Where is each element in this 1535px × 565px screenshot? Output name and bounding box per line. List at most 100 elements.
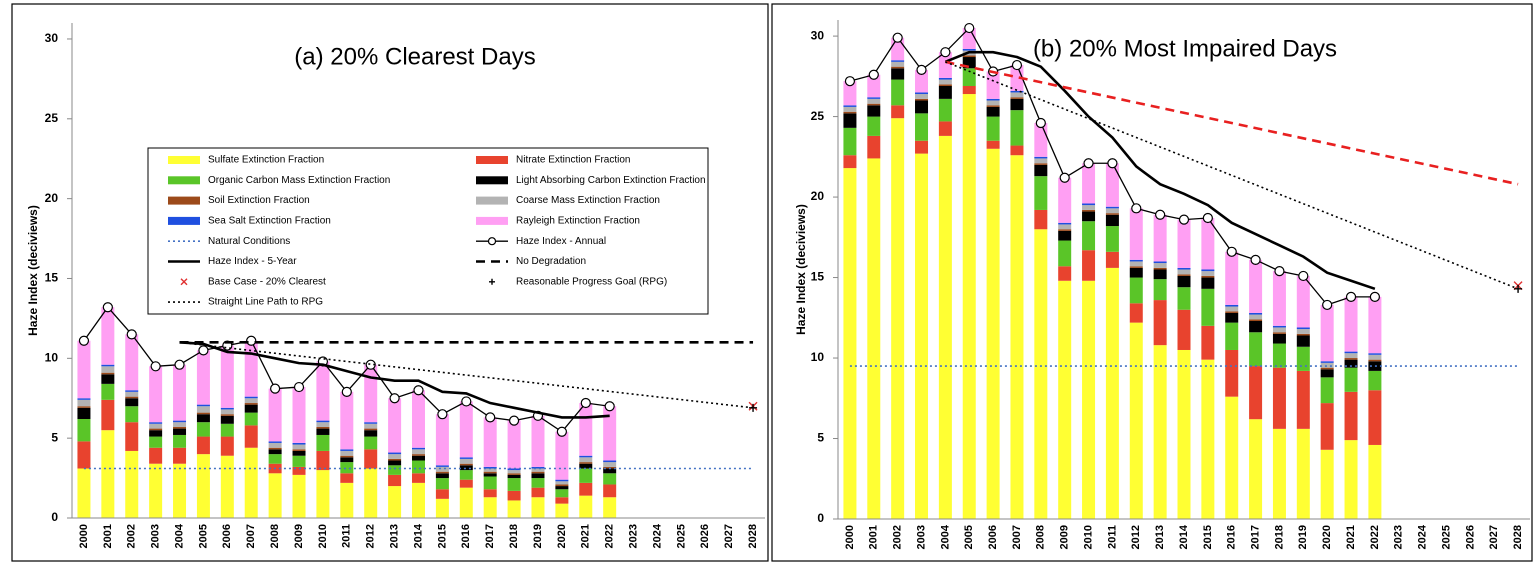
- point: [437, 409, 448, 420]
- bar-segment: [101, 374, 115, 384]
- point: [1298, 270, 1309, 282]
- bar-segment: [364, 436, 378, 450]
- x-tick-label: 2025: [1440, 525, 1452, 549]
- bar-segment: [1249, 419, 1263, 519]
- bar-segment: [867, 97, 881, 99]
- bar-segment: [938, 121, 952, 136]
- point: [1059, 172, 1070, 183]
- x-tick-label: 2009: [293, 524, 305, 548]
- legend-label: Reasonable Progress Goal (RPG): [516, 276, 667, 287]
- bar-segment: [244, 398, 258, 404]
- bar-segment: [77, 399, 91, 407]
- bar-segment: [1344, 367, 1358, 392]
- bar-segment: [1225, 311, 1239, 313]
- bar-segment: [149, 366, 163, 423]
- point: [964, 22, 975, 34]
- bar-segment: [1296, 346, 1310, 371]
- legend-label: Organic Carbon Mass Extinction Fraction: [208, 175, 390, 186]
- bar-segment: [915, 113, 929, 141]
- x-tick-label: 2010: [317, 524, 329, 548]
- bar-segment: [507, 470, 521, 474]
- bar-segment: [1201, 288, 1215, 326]
- bar-segment: [1105, 251, 1119, 268]
- y-tick-label: 30: [811, 28, 825, 42]
- chart-title: (a) 20% Clearest Days: [294, 43, 535, 70]
- bar-segment: [364, 468, 378, 518]
- bar-segment: [891, 68, 905, 80]
- bar-segment: [1082, 209, 1096, 212]
- bar-segment: [986, 116, 1000, 141]
- legend-label: Sulfate Extinction Fraction: [208, 155, 324, 166]
- bar-segment: [1225, 396, 1239, 519]
- x-tick-label: 2022: [604, 524, 616, 548]
- bar-segment: [101, 399, 115, 431]
- x-tick-label: 2000: [78, 524, 90, 548]
- bar-segment: [149, 463, 163, 518]
- bar-segment: [531, 466, 545, 469]
- x-tick-label: 2013: [389, 524, 401, 548]
- bar-segment: [412, 460, 425, 474]
- bar-segment: [555, 431, 569, 480]
- bar-segment: [173, 463, 187, 518]
- bar-segment: [1034, 158, 1048, 164]
- bar-segment: [101, 430, 115, 518]
- bar-segment: [938, 98, 952, 122]
- bar-segment: [244, 412, 258, 426]
- bar-segment: [1058, 230, 1072, 241]
- bar-segment: [316, 450, 330, 471]
- bar-segment: [364, 428, 378, 431]
- point: [556, 426, 567, 437]
- legend-swatch: [180, 278, 188, 286]
- x-tick-label: 2011: [341, 524, 353, 548]
- bar-segment: [603, 468, 617, 474]
- bar-segment: [340, 482, 354, 518]
- point: [1274, 266, 1285, 277]
- bar-segment: [125, 406, 139, 423]
- bar-segment: [1105, 213, 1119, 215]
- bar-segment: [292, 449, 306, 451]
- legend-swatch: [476, 216, 508, 225]
- bar-segment: [1344, 353, 1358, 359]
- bar-segment: [125, 334, 139, 391]
- legend-label: Haze Index - Annual: [516, 236, 606, 247]
- x-tick-label: 2004: [173, 523, 185, 548]
- x-tick-label: 2026: [699, 524, 711, 548]
- bar-segment: [938, 52, 952, 78]
- bar-segment: [1320, 369, 1334, 378]
- point: [413, 385, 424, 396]
- point: [1083, 158, 1094, 169]
- y-tick-label: 0: [51, 510, 58, 524]
- bar-segment: [459, 458, 473, 464]
- bar-segment: [1320, 367, 1334, 370]
- bar-segment: [1344, 391, 1358, 441]
- x-tick-label: 2009: [1059, 525, 1071, 549]
- bar-segment: [1225, 322, 1239, 350]
- bar-segment: [531, 478, 545, 488]
- bar-segment: [867, 158, 881, 519]
- bar-segment: [962, 68, 976, 86]
- bar-segment: [388, 460, 402, 466]
- point: [270, 383, 281, 394]
- bar-segment: [316, 434, 330, 451]
- bar-segment: [459, 463, 473, 466]
- bar-segment: [555, 489, 569, 498]
- bar-segment: [1201, 275, 1215, 278]
- x-tick-label: 2017: [1249, 525, 1261, 549]
- x-tick-label: 2012: [365, 524, 377, 548]
- bar-segment: [579, 462, 593, 464]
- bar-segment: [579, 468, 593, 483]
- bar-segment: [1153, 263, 1167, 268]
- x-tick-label: 2012: [1130, 525, 1142, 549]
- bar-segment: [388, 398, 402, 453]
- bar-segment: [1272, 367, 1286, 429]
- bar-segment: [867, 135, 881, 159]
- line: [944, 50, 1376, 291]
- bar-segment: [1320, 304, 1334, 362]
- x-tick-label: 2015: [1202, 525, 1214, 549]
- bar-segment: [316, 420, 330, 423]
- bar-segment: [388, 458, 402, 461]
- bar-segment: [340, 457, 354, 463]
- bar-segment: [1320, 362, 1334, 368]
- bar-segment: [1201, 217, 1215, 270]
- bar-segment: [149, 423, 163, 429]
